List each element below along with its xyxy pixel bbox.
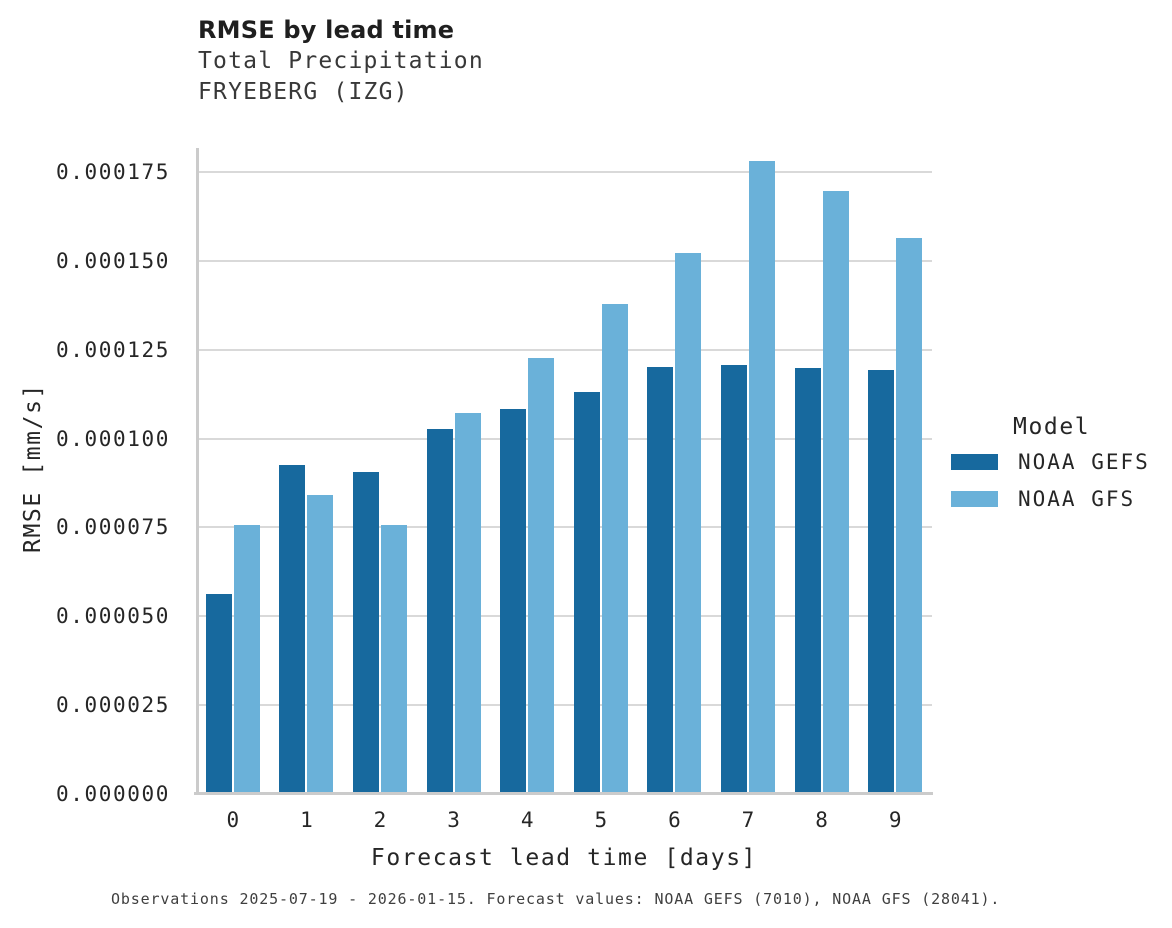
legend: Model NOAA GEFS NOAA GFS (951, 412, 1150, 524)
chart-title: RMSE by lead time (198, 16, 455, 44)
caption-text: Observations 2025-07-19 - 2026-01-15. Fo… (111, 890, 1001, 908)
x-tick-label-7: 7 (741, 808, 755, 832)
gridline-0.000125 (196, 348, 932, 351)
bar-noaa-gfs-lead-5 (601, 304, 628, 794)
y-tick-label-0.000150: 0.000150 (56, 248, 170, 273)
legend-swatch-noaa-gefs (951, 454, 998, 470)
chart-header: RMSE by lead time Total Precipitation FR… (198, 14, 484, 108)
bar-noaa-gefs-lead-4 (500, 409, 527, 794)
y-tick-label-0.000075: 0.000075 (56, 515, 170, 540)
bar-noaa-gfs-lead-0 (233, 525, 260, 794)
gridline-0.000175 (196, 170, 932, 173)
bar-noaa-gfs-lead-2 (381, 525, 407, 794)
bar-noaa-gefs-lead-9 (868, 370, 895, 794)
x-tick-label-1: 1 (300, 808, 313, 832)
legend-title: Model (1013, 414, 1091, 440)
x-tick-label-3: 3 (447, 808, 460, 832)
gridline-0.000025 (196, 704, 932, 707)
bar-noaa-gefs-lead-5 (573, 392, 600, 794)
y-tick-label-0.000025: 0.000025 (56, 693, 170, 718)
chart-subtitle-station: FRYEBERG (IZG) (198, 79, 409, 105)
bar-noaa-gefs-lead-7 (721, 365, 747, 794)
x-tick-label-8: 8 (815, 808, 828, 832)
chart-subtitle-variable: Total Precipitation (198, 48, 484, 74)
bar-noaa-gfs-lead-4 (528, 358, 555, 794)
y-tick-label-0.000050: 0.000050 (56, 604, 170, 629)
x-axis-spine (194, 792, 933, 795)
bar-noaa-gefs-lead-3 (426, 429, 453, 794)
bar-noaa-gfs-lead-3 (454, 413, 481, 794)
bar-noaa-gefs-lead-2 (353, 472, 379, 794)
y-axis-spine (196, 148, 199, 795)
legend-label-noaa-gfs: NOAA GFS (1018, 487, 1136, 511)
y-tick-label-0.000175: 0.000175 (56, 159, 170, 184)
bar-noaa-gfs-lead-1 (307, 495, 334, 794)
y-tick-label-0.000000: 0.000000 (56, 782, 170, 806)
legend-entry-noaa-gfs: NOAA GFS (951, 487, 1150, 511)
gridline-0.000075 (196, 526, 932, 529)
legend-swatch-noaa-gfs (951, 491, 998, 507)
bar-noaa-gfs-lead-9 (896, 238, 923, 794)
x-tick-label-9: 9 (888, 808, 902, 832)
bar-noaa-gfs-lead-6 (675, 253, 702, 794)
y-tick-label-0.000100: 0.000100 (56, 426, 170, 451)
x-tick-label-0: 0 (226, 808, 240, 832)
x-axis-title: Forecast lead time [days] (370, 845, 758, 871)
x-tick-label-6: 6 (668, 808, 681, 832)
x-tick-label-2: 2 (373, 808, 387, 832)
x-tick-label-4: 4 (520, 808, 534, 832)
bar-noaa-gefs-lead-1 (279, 465, 306, 794)
gridline-0.000150 (196, 259, 932, 262)
y-tick-label-0.000125: 0.000125 (56, 337, 170, 362)
bar-noaa-gfs-lead-7 (749, 161, 775, 794)
bar-noaa-gefs-lead-8 (794, 368, 821, 794)
x-tick-label-5: 5 (594, 808, 608, 832)
bar-noaa-gfs-lead-8 (822, 191, 849, 794)
bar-noaa-gefs-lead-0 (205, 594, 232, 794)
legend-label-noaa-gefs: NOAA GEFS (1018, 450, 1150, 474)
bar-noaa-gefs-lead-6 (647, 367, 674, 794)
gridline-0.000050 (196, 615, 932, 618)
legend-entry-noaa-gefs: NOAA GEFS (951, 450, 1150, 474)
gridline-0.000100 (196, 437, 932, 440)
